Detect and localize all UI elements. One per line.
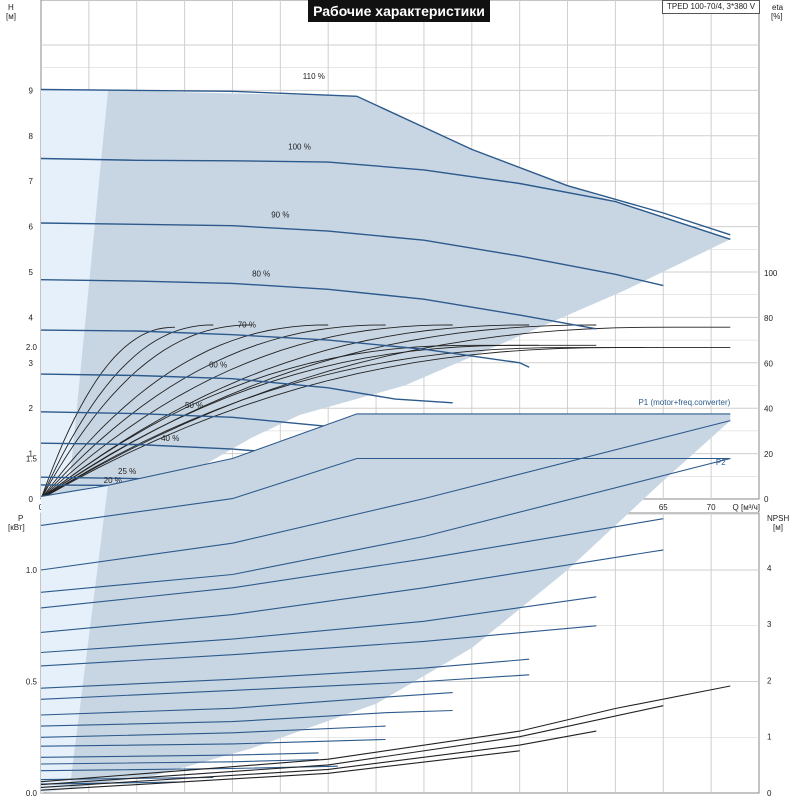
curve-label: 50 % (185, 401, 203, 410)
curve-label: 20 % (104, 476, 122, 485)
curve-label: 40 % (161, 434, 179, 443)
x-tick-label: 65 (659, 503, 668, 512)
power-envelope-light (41, 485, 108, 793)
y-tick-label: 1.0 (26, 566, 38, 575)
curve-label: 80 % (252, 270, 270, 279)
y2-axis-unit: [%] (771, 12, 783, 21)
p2-label: P2 (716, 458, 726, 467)
y2-tick-label: 60 (764, 359, 773, 368)
efficiency-curve (40, 324, 214, 500)
npsh-curve (40, 730, 597, 788)
efficiency-curve (40, 347, 731, 500)
y-axis-label: H (8, 3, 14, 12)
efficiency-curve (40, 324, 530, 500)
y2-tick-label: 4 (767, 564, 772, 573)
power-curve (40, 738, 386, 747)
y-tick-label: 3 (29, 359, 34, 368)
y-tick-label: 4 (29, 313, 34, 322)
efficiency-curve (40, 344, 539, 500)
y2-tick-label: 80 (764, 314, 773, 323)
curve-label: 60 % (209, 360, 227, 369)
y2-tick-label: 2 (767, 676, 772, 685)
y-tick-label: 5 (29, 268, 34, 277)
power-curve (40, 674, 530, 700)
x-tick-label: 70 (707, 503, 716, 512)
y-tick-label: 7 (29, 177, 34, 186)
efficiency-curve (40, 344, 597, 500)
y2-tick-label: 0 (764, 495, 769, 504)
npsh-curve (40, 685, 731, 783)
y2-tick-label: 3 (767, 620, 772, 629)
chart-title: Рабочие характеристики (308, 0, 490, 22)
npsh-curve (40, 705, 664, 786)
y2-tick-label: 40 (764, 405, 773, 414)
power-curve (40, 752, 319, 758)
pump-curve (40, 329, 530, 368)
curve-label: 100 % (288, 142, 311, 151)
model-label: TPED 100-70/4, 3*380 V (662, 0, 760, 14)
pump-curve (40, 157, 731, 240)
power-curve (40, 413, 731, 497)
y-axis-unit: [м] (6, 12, 16, 21)
y-tick-label: 6 (29, 223, 34, 232)
pump-curve (40, 88, 731, 236)
y2-tick-label: 1 (767, 733, 772, 742)
operating-envelope-light (41, 90, 108, 500)
power-curve (40, 725, 386, 738)
power-curve (40, 758, 319, 765)
y-axis-unit: [кВт] (8, 523, 25, 532)
y2-tick-label: 0 (767, 789, 772, 798)
y2-tick-label: 100 (764, 269, 778, 278)
efficiency-curve (40, 326, 176, 500)
y-tick-label: 1.5 (26, 455, 38, 464)
power-curve (40, 709, 453, 727)
efficiency-curve (40, 324, 252, 500)
power-envelope (41, 413, 731, 793)
efficiency-curve (40, 324, 386, 500)
p1-label: P1 (motor+freq.converter) (638, 398, 730, 407)
power-curve (40, 692, 453, 716)
curve-label: 25 % (118, 467, 136, 476)
y-tick-label: 0.0 (26, 789, 38, 798)
y-axis-label: P (18, 514, 23, 523)
power-curve (40, 518, 664, 609)
y-tick-label: 2.0 (26, 343, 38, 352)
y-tick-label: 8 (29, 132, 34, 141)
npsh-curve (40, 750, 520, 791)
y2-axis-unit: [м] (773, 523, 783, 532)
power-curve (40, 549, 664, 633)
efficiency-curve (40, 326, 731, 500)
y2-tick-label: 20 (764, 450, 773, 459)
y-tick-label: 0.5 (26, 678, 38, 687)
power-curve (40, 596, 597, 654)
pump-curve (40, 222, 664, 287)
curve-label: 110 % (303, 72, 325, 81)
efficiency-curve (40, 347, 645, 500)
y2-axis-label: eta (772, 3, 784, 12)
y-tick-label: 0 (29, 495, 34, 504)
y2-axis-label: NPSH (767, 514, 789, 523)
power-curve (40, 457, 731, 526)
y-tick-label: 2 (29, 404, 34, 413)
x-axis-label: Q [м³/ч] (733, 503, 760, 512)
efficiency-curve (40, 324, 329, 500)
head-curve-panel: 110 %100 %90 %80 %70 %60 %50 %40 %25 %20… (6, 0, 784, 512)
power-curve (40, 625, 597, 667)
curve-label: 90 % (271, 211, 289, 220)
power-curve (40, 420, 731, 571)
pump-curve (40, 373, 453, 404)
y-tick-label: 1 (29, 450, 34, 459)
power-curve (40, 457, 731, 593)
efficiency-curve (40, 324, 453, 500)
power-curve (40, 658, 530, 689)
curve-label: 70 % (238, 320, 256, 329)
y-tick-label: 9 (29, 86, 34, 95)
pump-curve (40, 279, 597, 330)
power-curve-panel: P1 (motor+freq.converter)P20.00.51.01.52… (8, 343, 789, 798)
